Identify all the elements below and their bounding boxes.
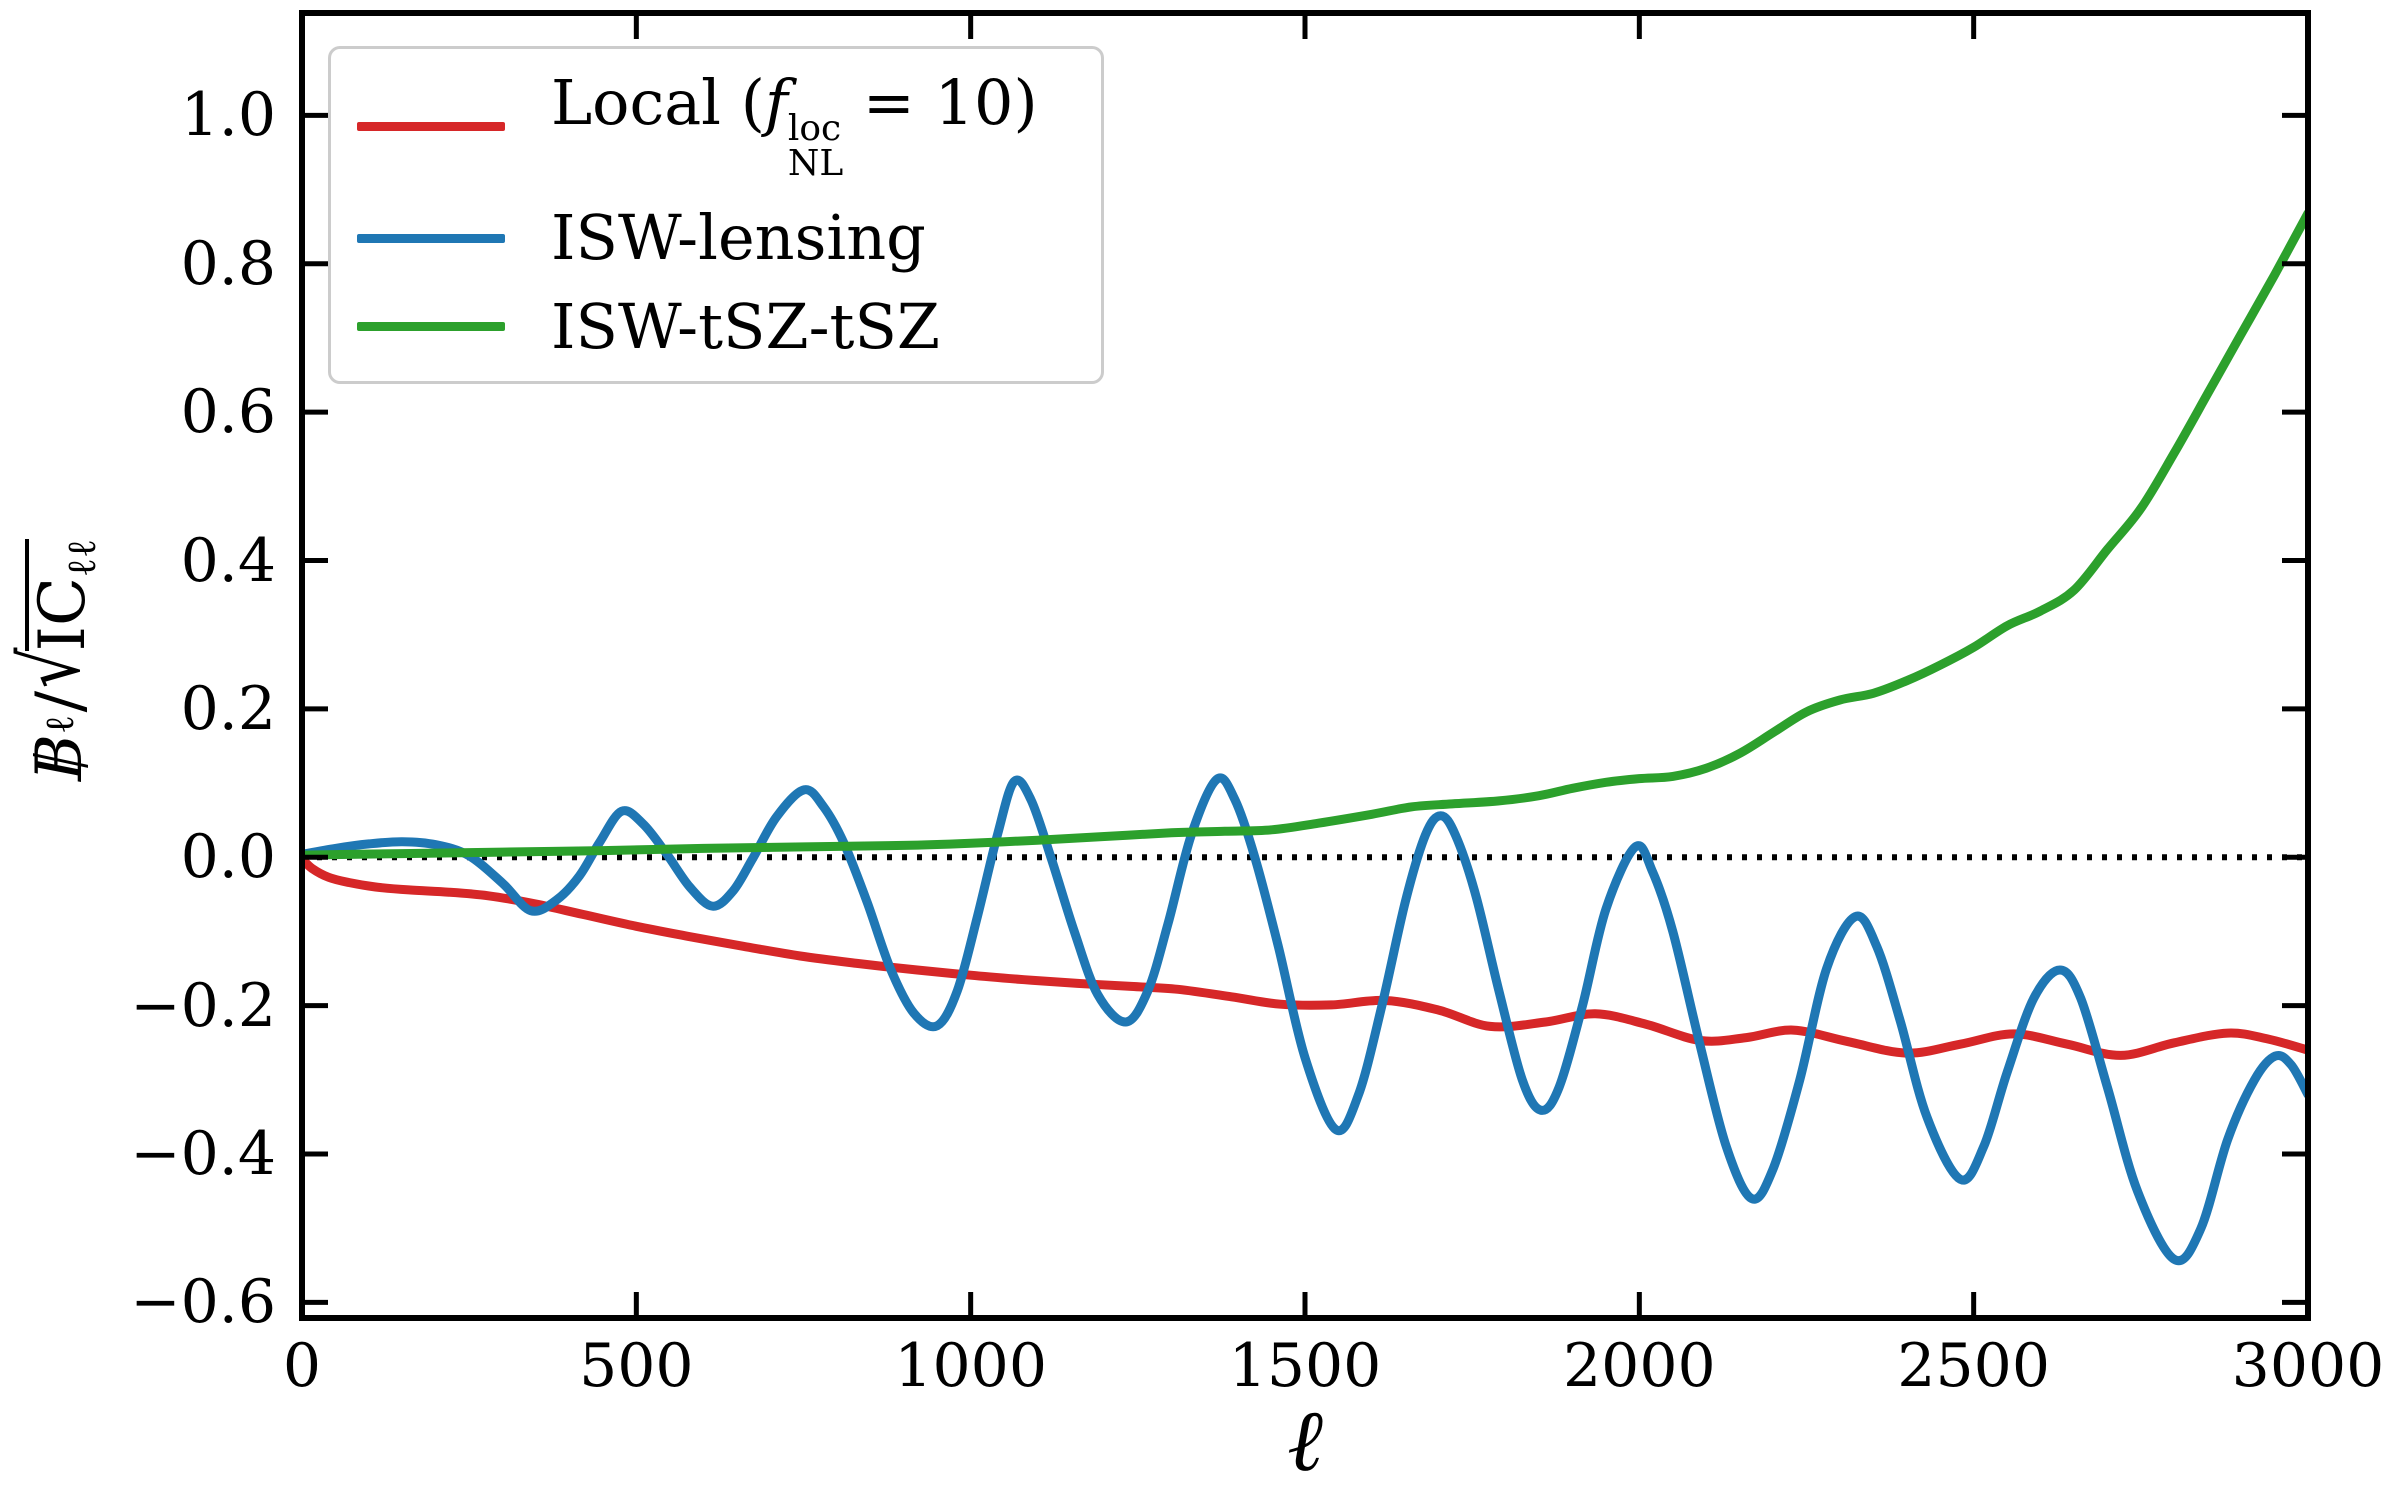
legend-label: Local (f loc NL = 10): [551, 66, 1038, 184]
x-tick-label: 500: [579, 1331, 694, 1401]
isw-lensing-curve: [302, 773, 2308, 1266]
x-tick-label: 3000: [2231, 1331, 2385, 1401]
legend-line-sample: [357, 322, 505, 332]
legend-box: Local (f loc NL = 10) ISW-lensing ISW-tSZ-tS…: [328, 46, 1104, 384]
legend-entry-isw-tsz-tsz: ISW-tSZ-tSZ: [357, 289, 1075, 363]
legend-line-sample: [357, 233, 505, 243]
x-axis-label: ℓ: [1287, 1391, 1323, 1491]
legend-label: ISW-lensing: [551, 201, 926, 275]
radicand-subscript: ℓℓ: [58, 539, 105, 578]
y-label-radicand: ICℓℓ: [25, 539, 105, 652]
x-tick-label: 1500: [1228, 1331, 1382, 1401]
y-tick-label: −0.2: [130, 970, 276, 1041]
local-fnl-curve: [302, 854, 2308, 1060]
x-tick-label: 1000: [894, 1331, 1048, 1401]
y-tick-label: 0.8: [180, 228, 276, 299]
y-tick-label: 0.6: [180, 377, 276, 448]
axes-frame: [299, 10, 2311, 1321]
legend-label: ISW-tSZ-tSZ: [551, 289, 941, 363]
y-label-slash: /: [23, 690, 97, 713]
y-tick-label: 0.4: [180, 525, 276, 596]
legend-line-sample: [357, 121, 505, 131]
x-tick-label: 2500: [1897, 1331, 2051, 1401]
square-root-icon: √: [5, 647, 99, 689]
y-tick-label: −0.4: [130, 1119, 276, 1190]
y-tick-label: 0.0: [180, 822, 276, 893]
legend-entry-isw-lensing: ISW-lensing: [357, 207, 1075, 269]
x-tick-label: 2000: [1562, 1331, 1716, 1401]
x-tick-label: 0: [282, 1331, 322, 1401]
y-tick-label: −0.6: [130, 1267, 276, 1338]
isw-tsz-tsz-curve: [302, 208, 2308, 860]
legend-entry-local: Local (f loc NL = 10): [357, 66, 1075, 184]
y-tick-label: 1.0: [180, 80, 276, 151]
y-tick-label: 0.2: [180, 673, 276, 744]
blackboard-B-glyph: B: [23, 733, 97, 781]
